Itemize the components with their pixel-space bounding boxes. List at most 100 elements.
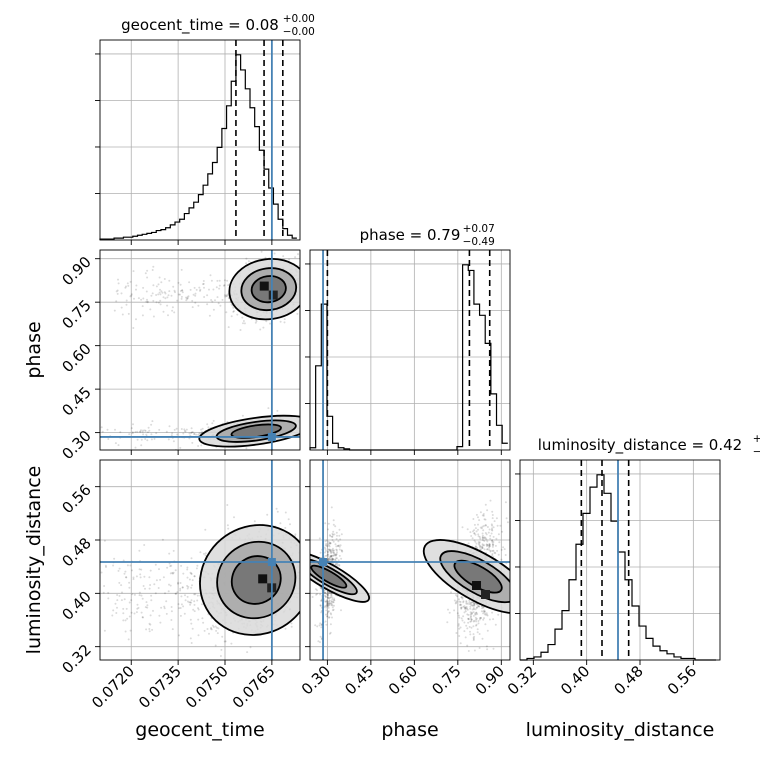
scatter-point xyxy=(481,532,484,535)
scatter-point xyxy=(159,621,162,624)
scatter-point xyxy=(492,549,495,552)
scatter-point xyxy=(327,591,330,594)
scatter-point xyxy=(227,527,230,530)
scatter-point xyxy=(324,522,327,525)
scatter-point xyxy=(301,270,303,272)
scatter-point xyxy=(131,593,134,596)
scatter-point xyxy=(282,255,285,258)
scatter-point xyxy=(332,519,335,522)
scatter-point xyxy=(470,620,473,623)
scatter-point xyxy=(182,605,185,608)
scatter-point xyxy=(472,633,475,636)
scatter-point xyxy=(126,564,129,567)
hist-panel-phase: phase = 0.79 +0.07−0.49 xyxy=(305,223,511,455)
scatter-point xyxy=(478,519,481,522)
scatter-point xyxy=(323,591,326,594)
scatter-point xyxy=(473,608,475,611)
scatter-point xyxy=(182,432,185,435)
scatter-point xyxy=(326,592,329,595)
scatter-point xyxy=(186,600,189,603)
scatter-point xyxy=(481,525,484,528)
scatter-point xyxy=(185,296,187,299)
scatter-point xyxy=(327,558,329,561)
scatter-point xyxy=(327,605,330,608)
scatter-point xyxy=(181,289,184,292)
title-minus-error: −0.03 xyxy=(753,446,760,458)
scatter-point xyxy=(323,546,326,549)
scatter-point xyxy=(241,414,244,417)
scatter-point xyxy=(500,558,503,561)
hist-panel-geocent_time: geocent_time = 0.08 +0.00−0.00 xyxy=(95,13,315,245)
scatter-point xyxy=(311,596,314,598)
scatter-point xyxy=(328,557,331,560)
y-tick-label: 0.56 xyxy=(58,481,94,517)
scatter-point xyxy=(489,499,492,502)
scatter-point xyxy=(128,433,131,436)
scatter-point xyxy=(325,613,327,616)
scatter-point xyxy=(146,300,149,303)
scatter-point xyxy=(485,645,488,648)
scatter-point xyxy=(301,425,303,427)
scatter-point xyxy=(326,550,329,553)
scatter-point xyxy=(460,617,463,620)
scatter-point xyxy=(116,594,119,596)
scatter-point xyxy=(197,634,200,637)
scatter-point xyxy=(327,551,330,554)
panel-border xyxy=(519,459,721,661)
scatter-point xyxy=(111,614,114,617)
scatter-point xyxy=(486,648,489,651)
scatter-point xyxy=(497,533,500,536)
scatter-point xyxy=(327,594,330,596)
scatter-point xyxy=(329,559,332,562)
scatter-point xyxy=(130,427,133,430)
scatter-point xyxy=(329,550,332,553)
scatter-point xyxy=(115,300,118,303)
scatter-point xyxy=(331,551,334,554)
scatter-point xyxy=(478,544,481,547)
title-plus-error: +0.00 xyxy=(283,13,315,25)
scatter-point xyxy=(340,557,343,560)
scatter-point xyxy=(169,572,172,575)
scatter-point xyxy=(122,619,125,622)
scatter-point xyxy=(463,630,466,633)
scatter-point xyxy=(125,607,128,610)
scatter-point xyxy=(326,611,329,614)
scatter-point xyxy=(465,602,468,605)
scatter-point xyxy=(463,605,466,608)
scatter-point xyxy=(480,617,483,619)
scatter-point xyxy=(486,545,488,548)
scatter-point xyxy=(190,586,193,589)
scatter-point xyxy=(166,566,169,569)
scatter-point xyxy=(471,608,474,611)
scatter-point xyxy=(189,288,192,291)
scatter-point xyxy=(492,647,495,650)
scatter-point xyxy=(188,437,191,440)
scatter-point xyxy=(203,552,205,555)
scatter-point xyxy=(171,309,174,312)
scatter-point xyxy=(491,514,494,516)
scatter-point xyxy=(197,607,199,610)
density-contour xyxy=(230,555,282,605)
hist-title: luminosity_distance = 0.42 xyxy=(538,436,742,455)
scatter-point xyxy=(338,564,341,567)
scatter-point xyxy=(129,280,132,283)
scatter-point xyxy=(330,506,333,509)
scatter-point xyxy=(307,550,309,552)
title-plus-error: +0.04 xyxy=(753,433,760,445)
scatter-point xyxy=(460,596,463,599)
scatter-point xyxy=(327,555,330,558)
scatter-point xyxy=(140,594,143,597)
scatter-point xyxy=(325,544,328,547)
scatter-point xyxy=(485,613,488,616)
scatter-point xyxy=(461,526,464,529)
scatter-point xyxy=(306,583,308,585)
scatter-point xyxy=(453,609,456,612)
scatter-point xyxy=(148,628,151,630)
scatter-point xyxy=(478,542,481,545)
scatter-point xyxy=(307,276,309,278)
scatter-point xyxy=(189,618,192,621)
scatter-point xyxy=(288,258,291,261)
scatter-point xyxy=(500,548,503,551)
scatter-point xyxy=(138,591,141,594)
